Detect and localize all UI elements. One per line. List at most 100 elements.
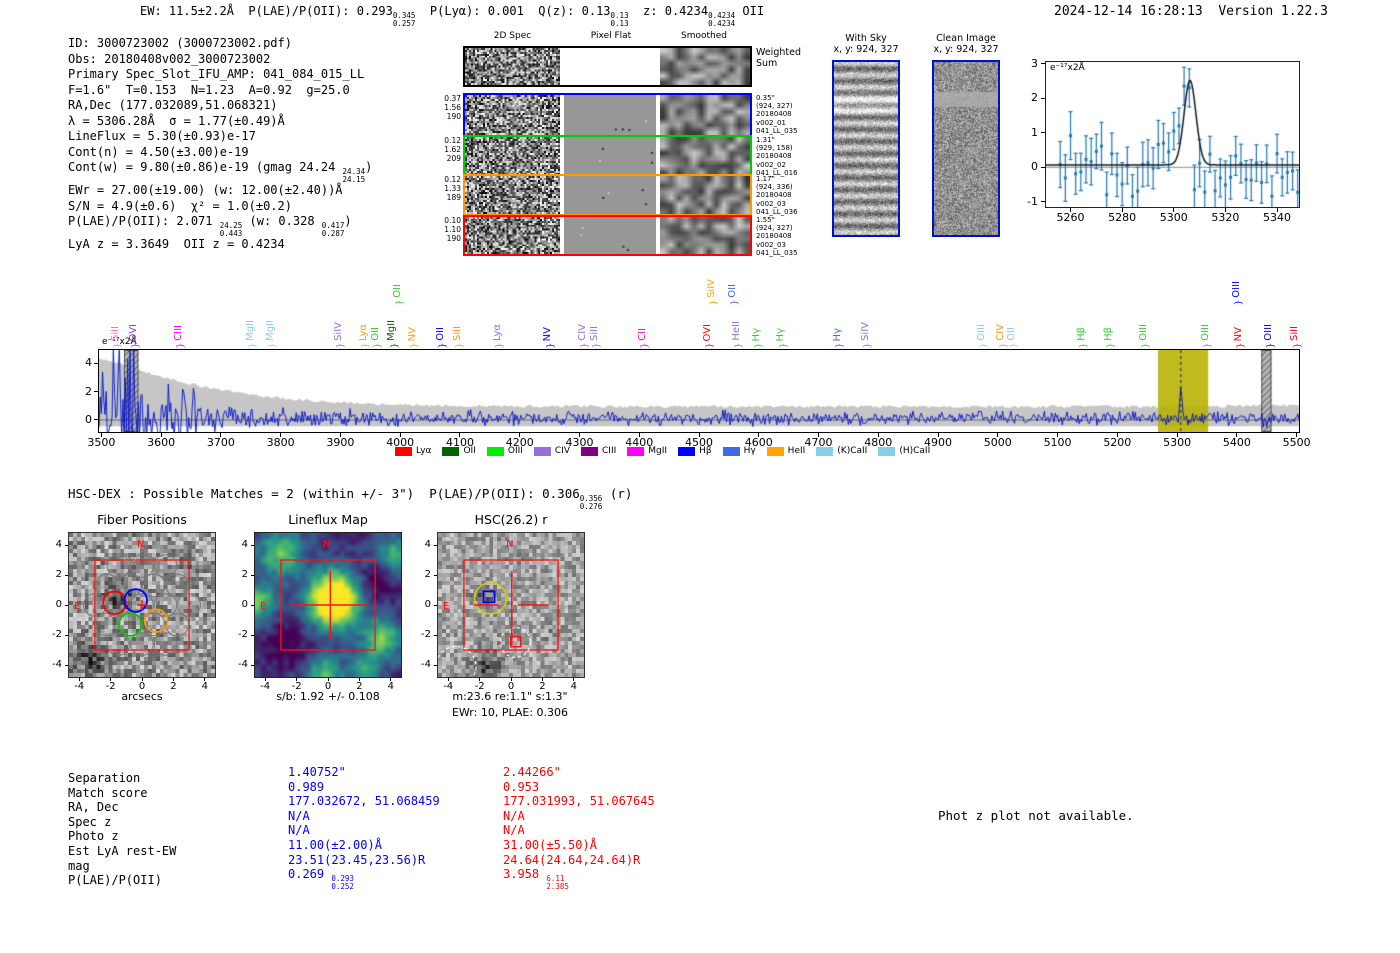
lower-value: 0.252 (331, 881, 354, 891)
spec2d-row (463, 93, 752, 137)
x-axis-tick (220, 433, 222, 437)
y-axis-tick-label: 0 (85, 412, 92, 426)
y-axis-tick (94, 362, 98, 364)
emission-line-label-text: Hγ (750, 327, 762, 341)
emission-line-label-text: SiIV (332, 322, 344, 341)
spec2d-row-left-labels: 0.37 1.56 190 (440, 94, 461, 121)
cutout-x-tick-label: -2 (474, 681, 485, 692)
emission-line-label: Hγ{ (773, 328, 789, 349)
x-axis-tick (877, 433, 879, 437)
ifu-fiber-circle (106, 554, 131, 578)
x-axis-tick-label: 5100 (1043, 436, 1072, 449)
match-value-2: N/A (503, 808, 525, 823)
hsc-dex-header: HSC-DEX : Possible Matches = 2 (within +… (68, 486, 632, 510)
fit-y-tick-label: 2 (1031, 91, 1038, 105)
emission-line-label-text: HeII (730, 321, 742, 341)
x-axis-tick-label: 4900 (924, 436, 953, 449)
fit-y-tick-label: 0 (1031, 160, 1038, 174)
superscript-subscript-stack: 24.25 0.443 (220, 222, 243, 237)
legend-item: (H)CaII (878, 446, 930, 456)
emission-line-label: OIII{ (974, 324, 990, 349)
emission-line-label: Hβ{ (1101, 327, 1117, 349)
match-table-row-label: P(LAE)/P(OII) (68, 873, 162, 888)
cutout-y-tick-label: 2 (55, 569, 62, 580)
x-axis-tick-label: 4700 (804, 436, 833, 449)
detection-info-block: ID: 3000723002 (3000723002.pdf) Obs: 2018… (68, 36, 372, 253)
pixelflat-image (564, 176, 656, 214)
brace-icon: { (1290, 342, 1301, 349)
emission-line-label-text: Hβ (1102, 327, 1114, 341)
legend-item: MgII (627, 446, 667, 456)
emission-line-label-text: NV (406, 326, 418, 341)
right-label-value: v002_03 (756, 240, 786, 249)
brace-icon: { (334, 342, 345, 349)
ifu-fiber-circle (153, 593, 178, 617)
text-segment: (w: 0.328 (242, 214, 322, 229)
legend-label: (K)CaII (837, 446, 868, 456)
brace-icon: { (732, 342, 743, 349)
fit-y-tick (1041, 201, 1045, 203)
right-label-value: 041_LL_035 (756, 126, 798, 135)
info-line: LineFlux = 5.30(±0.93)e-17 (68, 129, 372, 145)
emission-line-label: OII{ (1004, 327, 1020, 349)
superscript-subscript-stack: 0.13 0.13 (611, 12, 629, 27)
cutout-y-tick (434, 574, 437, 576)
legend-label: MgII (648, 446, 668, 456)
emission-line-label-text: OII (434, 327, 446, 341)
cutout-y-tick (65, 634, 68, 636)
ifu-fiber-circle (165, 612, 190, 637)
info-line: Cont(n) = 4.50(±3.00)e-19 (68, 145, 372, 161)
fit-x-tick (1276, 208, 1278, 212)
legend-label: CIV (554, 446, 571, 456)
emission-line-label-text: NV (1232, 326, 1244, 341)
smoothed-image (660, 137, 750, 175)
cutout-x-tick-label: 2 (356, 681, 363, 692)
match-value-2: 177.031993, 51.067645 (503, 794, 655, 809)
summary-header: EW: 11.5±2.2Å P(LAE)/P(OII): 0.293 0.345 0… (140, 4, 764, 27)
cutout-x-tick-label: 0 (138, 681, 146, 692)
fit-x-tick (1121, 208, 1123, 212)
spec2d-row-right-labels: Weighted Sum (756, 47, 801, 69)
superscript-subscript-stack: 6.11 2.385 (546, 875, 569, 890)
cutout-x-tick (390, 678, 392, 681)
cutout-y-tick (65, 664, 68, 666)
cutout-x-tick-label: 0 (324, 681, 332, 692)
emission-line-label: OII{ (368, 327, 384, 349)
cutout-x-tick-label: -2 (105, 681, 116, 692)
text-segment: 3.958 (503, 867, 547, 882)
cutout-y-tick-label: -4 (238, 659, 248, 670)
brace-icon: { (728, 299, 739, 306)
emission-line-label: MgII{ (384, 320, 400, 349)
right-label-value: 20180408 (756, 232, 792, 241)
selected-fiber-circle (123, 588, 148, 613)
emission-line-label: Hγ{ (830, 328, 846, 349)
cutout-x-tick (78, 678, 80, 681)
brace-icon: { (1104, 342, 1115, 349)
text-segment: Cont(w) = 9.80(±0.86)e-19 (gmag 24.24 (68, 160, 343, 175)
emission-line-label: OVI{ (700, 324, 716, 350)
ifu-fiber-circle (83, 593, 107, 617)
x-axis-tick-label: 4100 (445, 436, 474, 449)
smoothed-image (660, 176, 750, 214)
brace-icon: { (371, 342, 382, 349)
brace-icon: { (1234, 342, 1245, 349)
legend-label: OIII (507, 446, 523, 456)
x-axis-tick-label: 5500 (1282, 436, 1311, 449)
legend-item: HeII (766, 446, 805, 456)
spec2d-row-left-labels: 0.10 1.10 190 (440, 216, 461, 243)
match-table-col1: 1.40752" 0.989 177.032672, 51.068459 N/A N/A… (288, 765, 440, 890)
cutout-y-tick (251, 574, 254, 576)
ifu-fiber-circle (177, 593, 201, 617)
brace-icon: { (174, 342, 185, 349)
brace-icon: { (1077, 342, 1088, 349)
cutout-y-tick (65, 604, 68, 606)
match-value-2: 24.64(24.64,24.64)R (503, 852, 641, 867)
legend-swatch (678, 446, 696, 456)
info-line: Obs: 20180408v002_3000723002 (68, 52, 372, 68)
lower-value: 0.13 (610, 18, 629, 28)
brace-icon: { (833, 342, 844, 349)
legend-label: Hγ (743, 446, 756, 456)
right-label-value: 1.31" (756, 136, 775, 144)
brace-icon: { (1264, 342, 1275, 349)
match-value-1: 11.00(±2.00)Å (288, 837, 382, 852)
